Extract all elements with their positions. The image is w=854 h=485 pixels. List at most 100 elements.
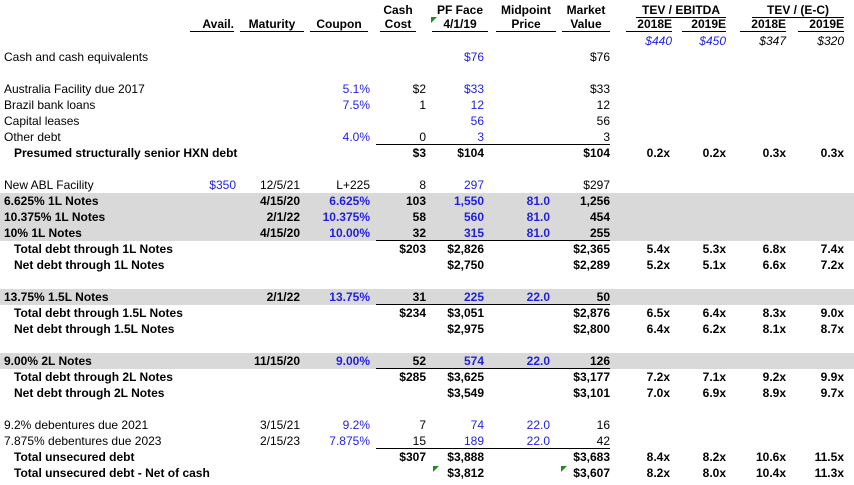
cash-cost-cell: $234	[399, 306, 426, 320]
market-value-cell: 1,256	[579, 194, 610, 208]
row-label: 7.875% debentures due 2023	[4, 434, 162, 448]
tev-ebitda-2019-cell: 7.1x	[702, 370, 726, 384]
header-ebitda-2018: 2018E	[626, 17, 672, 32]
tev-ec-2019-cell: 9.7x	[820, 386, 844, 400]
tev-ec-2018-cell: 9.2x	[762, 370, 786, 384]
comment-indicator-icon	[433, 466, 439, 472]
coupon-cell: 9.00%	[335, 354, 370, 368]
coupon-cell: 6.625%	[329, 194, 370, 208]
header-pf-face-1: PF Face	[436, 3, 484, 17]
coupon-cell: 4.0%	[342, 130, 370, 144]
tev-ebitda-2018-cell: 8.2x	[646, 466, 670, 480]
header-midpoint-2: Price	[496, 17, 556, 32]
market-value-cell: $297	[583, 178, 610, 192]
header-ec-2019: 2019E	[798, 17, 844, 32]
coupon-cell: 7.875%	[329, 434, 370, 448]
table-row: Net debt through 2L Notes $3,549 $3,101 …	[0, 385, 854, 401]
market-value-cell: $76	[589, 50, 610, 64]
pf-face-cell: 574	[463, 354, 484, 368]
cash-cost-cell: 1	[419, 98, 426, 112]
tev-ec-2018-cell: 8.9x	[762, 386, 786, 400]
row-label: 6.625% 1L Notes	[4, 194, 99, 208]
coupon-cell: 7.5%	[342, 98, 370, 112]
maturity-cell: 3/15/21	[259, 418, 300, 432]
tev-ec-2019-cell: 11.3x	[814, 466, 844, 480]
row-label: Australia Facility due 2017	[4, 82, 145, 96]
pf-face-cell: 12	[470, 98, 484, 112]
tev-ebitda-2018-cell: 5.4x	[646, 242, 670, 256]
avail-cell: $350	[209, 178, 236, 192]
comment-indicator-icon	[431, 17, 437, 23]
tev-ec-2019-cell: 0.3x	[820, 146, 844, 160]
header-pf-face-2: 4/1/19	[432, 17, 488, 32]
coupon-cell: 10.00%	[329, 226, 370, 240]
pf-face-cell: 3	[477, 130, 484, 144]
cash-cost-cell: 15	[412, 434, 426, 448]
cash-cost-cell: 52	[412, 354, 426, 368]
table-row: 13.75% 1.5L Notes 2/1/22 13.75% 31 225 2…	[0, 289, 854, 305]
midpoint-price-cell: 81.0	[526, 194, 550, 208]
pf-face-cell: $3,812	[447, 466, 484, 480]
maturity-cell: 2/1/22	[266, 290, 300, 304]
tev-ebitda-2019-cell: 6.9x	[702, 386, 726, 400]
market-value-cell: $104	[583, 146, 610, 160]
tev-ec-2018-cell: 8.3x	[762, 306, 786, 320]
row-label: 10% 1L Notes	[4, 226, 82, 240]
header-market-1: Market	[566, 3, 606, 17]
row-label: Net debt through 1.5L Notes	[14, 322, 175, 336]
table-row: 9.2% debentures due 2021 3/15/21 9.2% 7 …	[0, 417, 854, 433]
subtotal-rule	[376, 240, 610, 241]
row-label: 9.00% 2L Notes	[4, 354, 92, 368]
tev-ebitda-2019-cell: 5.1x	[702, 258, 726, 272]
tev-ebitda-2018-cell: 5.2x	[646, 258, 670, 272]
coupon-cell: 13.75%	[329, 290, 370, 304]
row-label: Brazil bank loans	[4, 98, 96, 112]
market-value-cell: $2,800	[573, 322, 610, 336]
market-value-cell: 16	[596, 418, 610, 432]
midpoint-price-cell: 22.0	[526, 290, 550, 304]
market-value-cell: 56	[596, 114, 610, 128]
header-tev-ec: TEV / (E-C)	[752, 3, 844, 18]
table-row: Presumed structurally senior HXN debt $3…	[0, 145, 854, 161]
row-label: Cash and cash equivalents	[4, 50, 149, 64]
denom-ebitda-2019: $450	[699, 34, 726, 48]
market-value-cell: $3,177	[573, 370, 610, 384]
market-value-cell: $2,365	[573, 242, 610, 256]
denom-ec-2019: $320	[817, 34, 844, 48]
pf-face-cell: 225	[463, 290, 484, 304]
midpoint-price-cell: 22.0	[526, 434, 550, 448]
tev-ec-2019-cell: 7.2x	[820, 258, 844, 272]
coupon-cell: L+225	[336, 178, 370, 192]
header-midpoint-1: Midpoint	[501, 3, 551, 17]
tev-ebitda-2019-cell: 0.2x	[702, 146, 726, 160]
pf-face-cell: 189	[463, 434, 484, 448]
market-value-cell: $3,101	[573, 386, 610, 400]
row-label: Total unsecured debt - Net of cash	[14, 466, 210, 480]
market-value-cell: 454	[589, 210, 610, 224]
market-value-cell: $33	[589, 82, 610, 96]
maturity-cell: 11/15/20	[253, 354, 300, 368]
tev-ec-2018-cell: 6.8x	[762, 242, 786, 256]
cash-cost-cell: 32	[412, 226, 426, 240]
tev-ec-2019-cell: 9.9x	[820, 370, 844, 384]
maturity-cell: 12/5/21	[259, 178, 300, 192]
table-row: 10% 1L Notes 4/15/20 10.00% 32 315 81.0 …	[0, 225, 854, 241]
header-cash-cost-1: Cash	[383, 3, 413, 17]
row-label: Total debt through 2L Notes	[14, 370, 173, 384]
row-label: 9.2% debentures due 2021	[4, 418, 149, 432]
coupon-cell: 10.375%	[322, 210, 370, 224]
pf-face-cell: 1,550	[453, 194, 484, 208]
cash-cost-cell: 31	[412, 290, 426, 304]
row-label: New ABL Facility	[4, 178, 94, 192]
table-row: Total unsecured debt $307 $3,888 $3,683 …	[0, 449, 854, 465]
pf-face-cell: 315	[463, 226, 484, 240]
tev-ec-2019-cell: 7.4x	[820, 242, 844, 256]
row-label: Total unsecured debt	[14, 450, 135, 464]
header-market-2: Value	[562, 17, 610, 32]
denom-ec-2018: $347	[759, 34, 786, 48]
table-row: 7.875% debentures due 2023 2/15/23 7.875…	[0, 433, 854, 449]
pf-face-cell: $33	[463, 82, 484, 96]
pf-face-cell: $2,750	[447, 258, 484, 272]
table-row: Net debt through 1.5L Notes $2,975 $2,80…	[0, 321, 854, 337]
